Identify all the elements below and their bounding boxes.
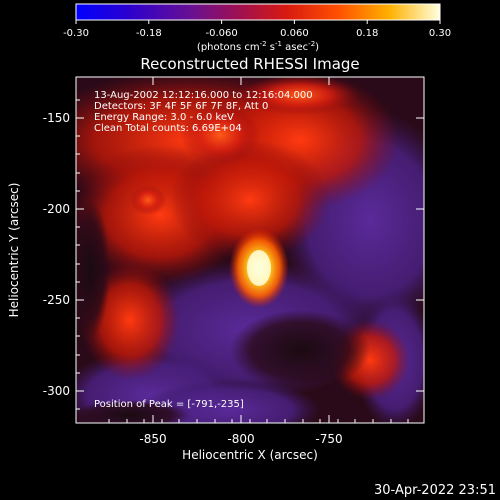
colorbar-tick-label: -0.060 xyxy=(205,28,237,39)
colorbar-tick-label: -0.30 xyxy=(63,28,89,39)
y-axis-ticks xyxy=(76,99,424,410)
colorbar-tick-label: 0.18 xyxy=(356,28,378,39)
y-tick-label: -250 xyxy=(43,293,70,307)
y-tick-label: -300 xyxy=(43,384,70,398)
annotation-method: Clean Total counts: 6.69E+04 xyxy=(94,123,242,134)
x-tick-label: -850 xyxy=(139,432,166,446)
annotation-energy: Energy Range: 3.0 - 6.0 keV xyxy=(94,112,234,123)
x-axis-ticks xyxy=(108,77,409,423)
y-axis-label: Heliocentric Y (arcsec) xyxy=(7,183,21,318)
y-tick-label: -150 xyxy=(43,111,70,125)
colorbar-tick-label: 0.30 xyxy=(429,28,451,39)
x-tick-label: -800 xyxy=(227,432,254,446)
colorbar-tick-label: -0.18 xyxy=(136,28,162,39)
footer-timestamp: 30-Apr-2022 23:51 xyxy=(374,483,496,498)
colorbar-ticks xyxy=(75,20,441,24)
x-tick-label: -750 xyxy=(315,432,342,446)
colorbar-strip xyxy=(75,3,441,21)
annotation-peak-position: Position of Peak = [-791,-235] xyxy=(94,399,244,410)
plot-title: Reconstructed RHESSI Image xyxy=(140,55,359,73)
y-tick-label: -200 xyxy=(43,202,70,216)
colorbar-unit-label: (photons cm-2 s-1 asec-2) xyxy=(197,40,319,53)
x-axis-label: Heliocentric X (arcsec) xyxy=(182,448,318,462)
annotation-detectors: Detectors: 3F 4F 5F 6F 7F 8F, Att 0 xyxy=(94,101,268,112)
rhessi-image xyxy=(76,77,424,423)
colorbar-tick-label: 0.060 xyxy=(280,28,309,39)
annotation-time-range: 13-Aug-2002 12:12:16.000 to 12:16:04.000 xyxy=(94,90,313,101)
